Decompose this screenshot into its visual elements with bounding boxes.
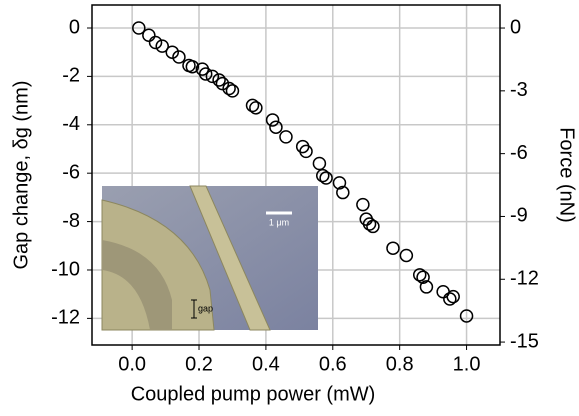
point	[319, 171, 333, 185]
point	[142, 28, 156, 42]
x-tick-label: 1.0	[453, 353, 481, 375]
marks	[132, 21, 474, 323]
y-tick-label: -10	[51, 258, 80, 280]
y-tick-label: -12	[51, 307, 80, 329]
y2-tick-label: -15	[510, 330, 539, 352]
point	[446, 289, 460, 304]
point	[362, 217, 377, 231]
y-tick-label: 0	[69, 16, 80, 38]
x-tick-label: 0.2	[185, 353, 213, 375]
y-tick-label: -6	[62, 161, 80, 183]
x-axis-label: Coupled pump power (mW)	[131, 383, 376, 405]
point	[132, 21, 146, 35]
axes: 0.0 0.2 0.4 0.6 0.8 1.0 0 -2 -4 -6 -8 -10 -12 0 -3 -6 -9…	[51, 16, 539, 375]
point	[412, 268, 427, 282]
plot-frame	[91, 4, 501, 346]
point	[265, 113, 280, 127]
point	[249, 101, 263, 115]
ring	[101, 199, 215, 331]
point	[155, 39, 169, 53]
y2-tick-label: -6	[510, 142, 528, 164]
ring-spoke	[102, 240, 172, 330]
x-tick-label: 0.0	[118, 353, 146, 375]
point	[212, 73, 226, 87]
point	[225, 84, 240, 98]
y-axis-label: Gap change, δg (nm)	[10, 80, 32, 269]
point	[386, 241, 400, 255]
x-tick-label: 0.6	[319, 353, 347, 375]
waveguide	[189, 185, 271, 331]
point	[269, 120, 283, 134]
point	[198, 67, 213, 81]
y2-tick-label: -9	[510, 205, 528, 227]
gap-label: gap	[198, 303, 213, 313]
x-tick-label: 0.8	[386, 353, 414, 375]
point	[279, 130, 293, 144]
y-tick-label: -8	[62, 210, 80, 232]
point	[222, 81, 236, 96]
point	[299, 144, 313, 159]
y2-tick-label: 0	[510, 16, 521, 38]
y2-axis-label: Force (nN)	[556, 127, 578, 223]
point	[148, 35, 163, 50]
point	[165, 45, 180, 59]
point	[205, 69, 220, 84]
point	[443, 292, 457, 306]
point	[172, 50, 186, 64]
point	[312, 156, 327, 171]
point	[185, 59, 200, 74]
y2-tick-label: -3	[510, 79, 528, 101]
y-tick-label: -4	[62, 113, 80, 135]
point	[459, 309, 474, 323]
point	[336, 185, 350, 200]
x-tick-label: 0.4	[252, 353, 280, 375]
point	[316, 168, 330, 183]
point	[419, 280, 434, 294]
y-tick-label: -2	[62, 65, 80, 87]
y2-tick-label: -12	[510, 268, 539, 290]
point	[245, 98, 260, 113]
scale-label: 1 μm	[269, 217, 289, 227]
inset-image: 1 μm gap	[101, 185, 318, 331]
point	[399, 248, 414, 263]
point	[215, 76, 230, 91]
point	[356, 197, 370, 212]
point	[366, 219, 380, 234]
point	[416, 270, 430, 284]
point	[332, 176, 347, 190]
